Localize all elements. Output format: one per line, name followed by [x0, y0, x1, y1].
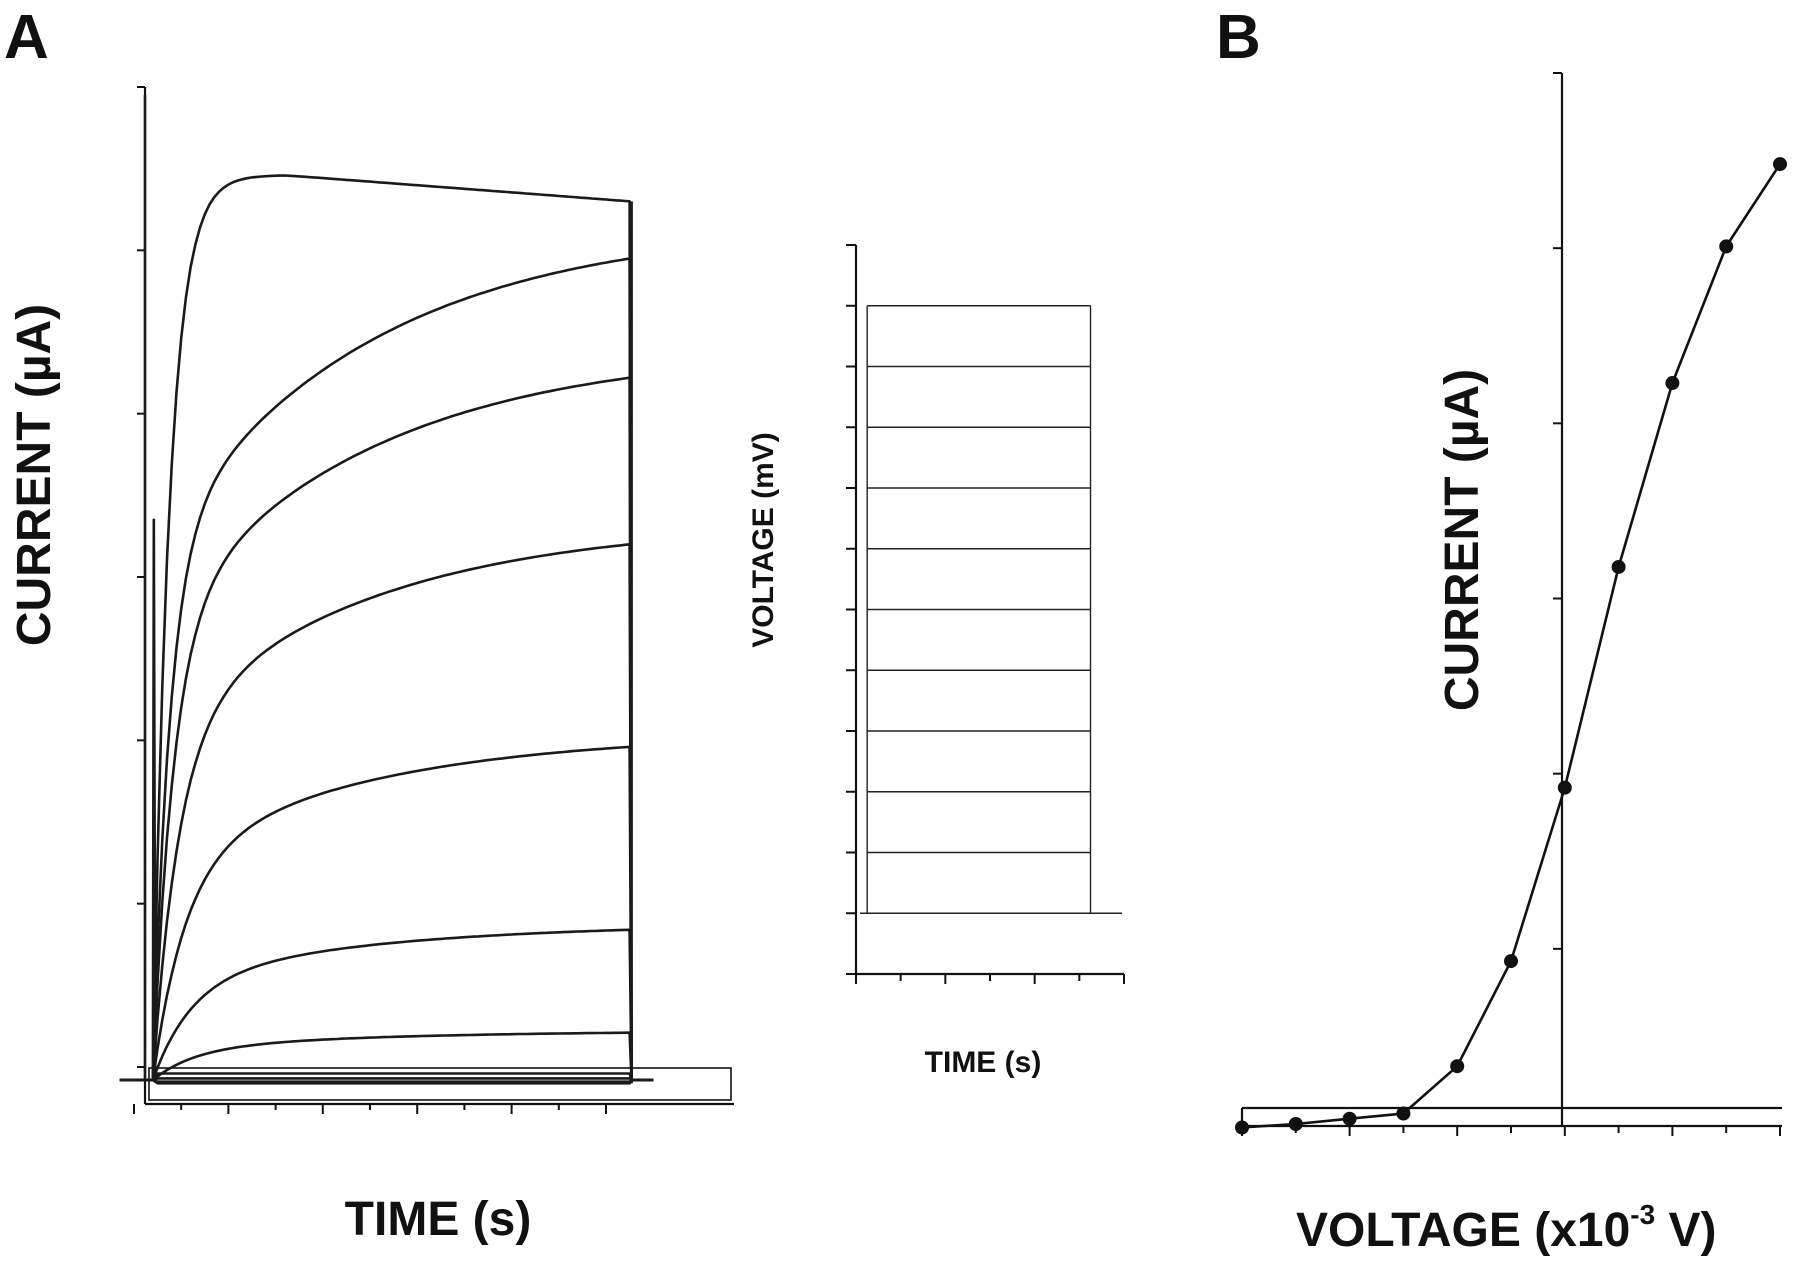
inset-ylabel: VOLTAGE (mV): [747, 432, 780, 648]
panel-b-xlabel-tail: V): [1655, 1204, 1716, 1257]
panel-b: B CURRENT (µA) VOLTAGE (x10-3 V): [1216, 3, 1787, 1257]
iv-point-6: [1557, 780, 1572, 795]
inset-steps: [860, 305, 1122, 914]
current-trace-9: [119, 257, 654, 1082]
iv-point-7: [1611, 559, 1626, 574]
panel-a-ylabel: CURRENT (µA): [8, 304, 61, 646]
current-trace-10: [119, 174, 654, 1082]
panel-label-a: A: [4, 3, 49, 72]
panel-b-ylabel: CURRENT (µA): [1436, 369, 1489, 711]
inset-axes: [846, 244, 1125, 984]
panel-a-xlabel: TIME (s): [345, 1193, 532, 1246]
iv-point-9: [1719, 239, 1734, 254]
panel-a-baseline-box: [148, 1067, 732, 1101]
current-trace-1: [119, 1078, 654, 1083]
current-trace-6: [119, 745, 654, 1082]
current-trace-8: [119, 376, 654, 1082]
panel-b-series: [1235, 157, 1787, 1135]
current-trace-7: [119, 543, 654, 1082]
iv-curve-line: [1241, 163, 1782, 1129]
iv-point-10: [1773, 157, 1787, 172]
current-trace-5: [119, 928, 654, 1082]
iv-point-4: [1450, 1059, 1465, 1074]
current-trace-2: [119, 1077, 654, 1082]
inset-xlabel: TIME (s): [925, 1046, 1042, 1079]
panel-a: A TIME (s) CURRENT (µA): [4, 3, 734, 1246]
panel-a-traces: [119, 95, 654, 1085]
iv-point-0: [1235, 1120, 1249, 1135]
panel-b-axes: [1240, 72, 1782, 1136]
panel-b-xlabel: VOLTAGE (x10-3 V): [1296, 1199, 1717, 1257]
panel-a-axes: [133, 86, 734, 1114]
panel-b-xlabel-main: VOLTAGE (x10: [1296, 1204, 1630, 1257]
current-trace-4: [119, 1031, 654, 1082]
inset-protocol: TIME (s) VOLTAGE (mV): [747, 244, 1125, 1079]
iv-point-5: [1504, 954, 1518, 969]
iv-point-1: [1288, 1117, 1303, 1131]
onset-transient: [151, 518, 157, 1081]
panel-b-xlabel-sup: -3: [1630, 1199, 1655, 1230]
panel-label-b: B: [1216, 3, 1261, 72]
iv-point-3: [1396, 1106, 1411, 1121]
iv-point-8: [1665, 376, 1680, 391]
iv-point-2: [1342, 1111, 1357, 1126]
